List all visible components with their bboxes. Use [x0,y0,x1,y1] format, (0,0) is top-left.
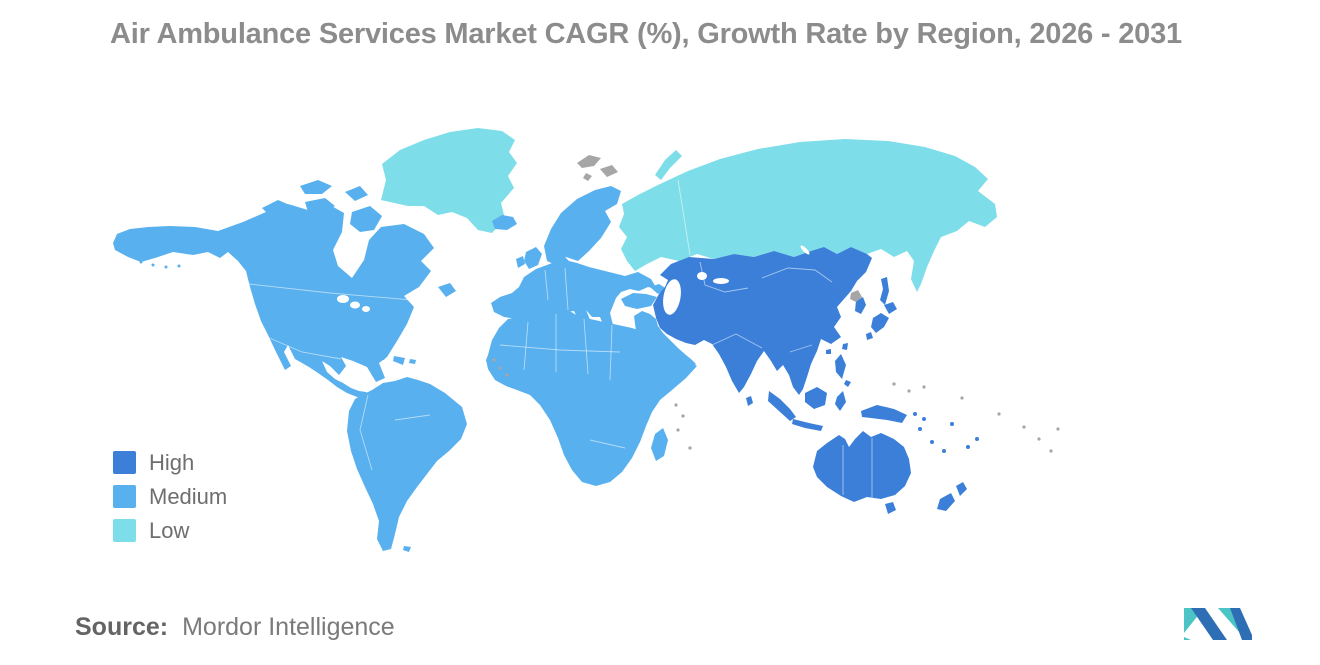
region-europe [491,186,667,335]
region-no-data [492,155,1060,453]
region-africa [486,310,697,486]
region-australia-new-zealand [813,431,967,514]
legend-label-low: Low [149,517,190,543]
source-value: Mordor Intelligence [182,613,395,641]
region-russia [619,139,997,292]
region-asia-pacific [653,247,979,453]
country-borders [248,179,873,500]
legend: High Medium Low [113,449,228,553]
source-note: Source: Mordor Intelligence [75,613,395,642]
legend-swatch-low [113,519,136,542]
legend-item-medium: Medium [113,483,228,509]
legend-item-low: Low [113,517,227,543]
region-north-america [113,180,456,400]
region-greenland [381,128,517,233]
legend-label-medium: Medium [149,483,228,509]
source-label: Source: [75,613,169,641]
legend-swatch-medium [113,485,136,508]
legend-label-high: High [149,449,195,475]
legend-item-high: High [113,449,227,475]
legend-swatch-high [113,451,136,474]
mordor-intelligence-logo [1184,608,1252,640]
lakes [337,245,810,315]
chart-title: Air Ambulance Services Market CAGR (%), … [110,18,1182,50]
region-south-america [347,377,467,552]
